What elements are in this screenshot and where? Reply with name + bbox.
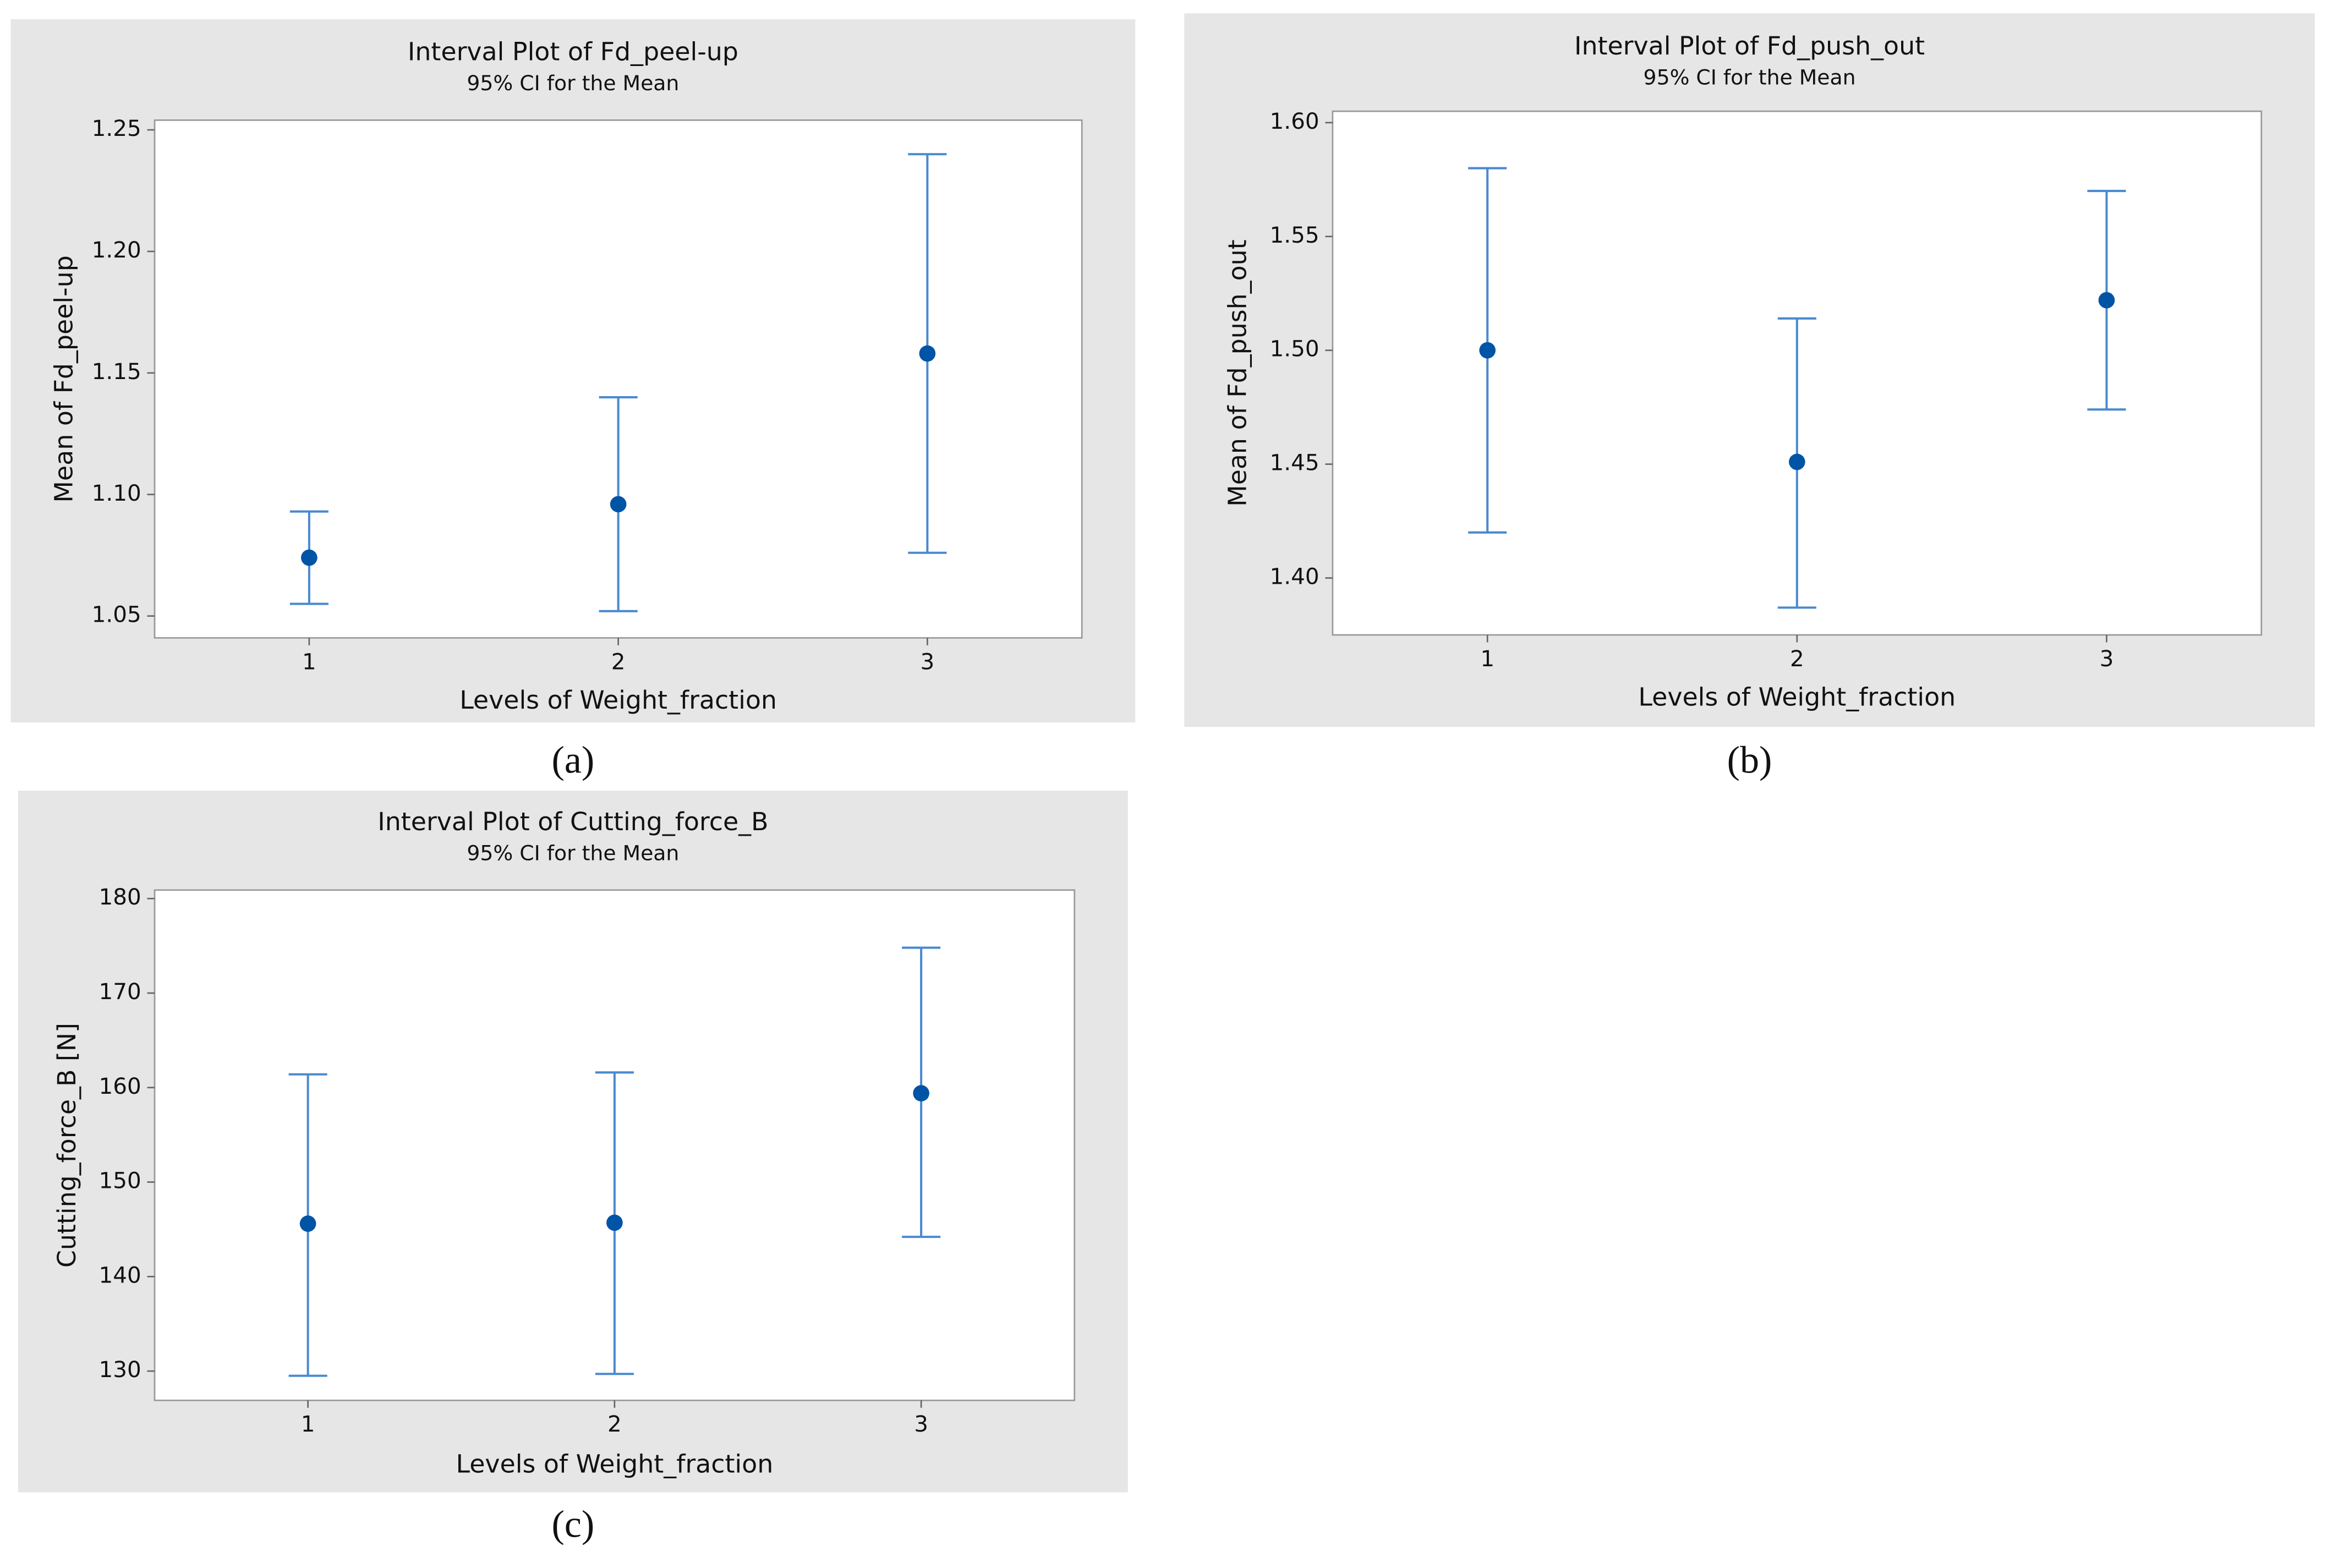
- mean-point: [606, 1214, 623, 1231]
- y-axis-label: Mean of Fd_push_out: [1223, 239, 1252, 507]
- mean-point: [919, 345, 936, 362]
- y-tick-label: 140: [99, 1262, 141, 1288]
- chart-title: Interval Plot of Fd_push_out: [1574, 31, 1925, 61]
- y-tick-label: 1.40: [1270, 563, 1319, 590]
- x-tick-label: 3: [920, 648, 934, 675]
- panel-label: (a): [551, 739, 594, 782]
- y-tick-label: 1.45: [1270, 449, 1319, 476]
- panel: Interval Plot of Fd_peel-up 95% CI for th…: [10, 19, 1136, 782]
- x-tick-label: 3: [2100, 645, 2114, 672]
- chart-title: Interval Plot of Cutting_force_B: [377, 807, 768, 836]
- mean-point: [913, 1085, 929, 1101]
- x-axis-label: Levels of Weight_fraction: [459, 685, 777, 715]
- mean-point: [1788, 453, 1805, 470]
- x-tick-label: 2: [611, 648, 626, 675]
- y-tick-label: 1.10: [92, 480, 141, 506]
- y-tick-label: 180: [99, 884, 141, 910]
- y-tick-label: 1.05: [92, 601, 141, 628]
- y-tick-label: 160: [99, 1073, 141, 1099]
- x-tick-label: 2: [607, 1411, 622, 1437]
- y-tick-label: 1.25: [92, 115, 141, 141]
- panel: Interval Plot of Fd_push_out 95% CI for t…: [1184, 13, 2315, 782]
- panel-label: (b): [1727, 739, 1772, 782]
- chart-subtitle: 95% CI for the Mean: [1644, 65, 1856, 89]
- y-tick-label: 1.20: [92, 237, 141, 263]
- x-axis-label: Levels of Weight_fraction: [1638, 682, 1956, 711]
- y-tick-label: 150: [99, 1167, 141, 1194]
- x-tick-label: 1: [1480, 645, 1494, 672]
- chart-subtitle: 95% CI for the Mean: [467, 71, 679, 95]
- y-axis-label: Mean of Fd_peel-up: [49, 255, 79, 502]
- chart-title: Interval Plot of Fd_peel-up: [408, 37, 738, 67]
- panel-label: (c): [551, 1503, 594, 1545]
- x-axis-label: Levels of Weight_fraction: [456, 1449, 773, 1478]
- y-tick-label: 1.50: [1270, 336, 1319, 362]
- mean-point: [610, 496, 627, 513]
- x-tick-label: 2: [1790, 645, 1804, 672]
- x-tick-label: 3: [914, 1411, 928, 1437]
- y-axis-label: Cutting_force_B [N]: [52, 1023, 81, 1268]
- y-tick-label: 130: [99, 1356, 141, 1383]
- x-tick-label: 1: [302, 648, 316, 675]
- mean-point: [1479, 342, 1496, 359]
- y-tick-label: 1.60: [1270, 108, 1319, 134]
- mean-point: [301, 549, 317, 566]
- y-tick-label: 1.15: [92, 358, 141, 385]
- y-tick-label: 170: [99, 978, 141, 1005]
- mean-point: [299, 1215, 316, 1232]
- x-tick-label: 1: [301, 1411, 315, 1437]
- mean-point: [2098, 292, 2115, 309]
- panel: Interval Plot of Cutting_force_B 95% CI f…: [18, 791, 1128, 1545]
- chart-subtitle: 95% CI for the Mean: [467, 841, 679, 865]
- y-tick-label: 1.55: [1270, 222, 1319, 248]
